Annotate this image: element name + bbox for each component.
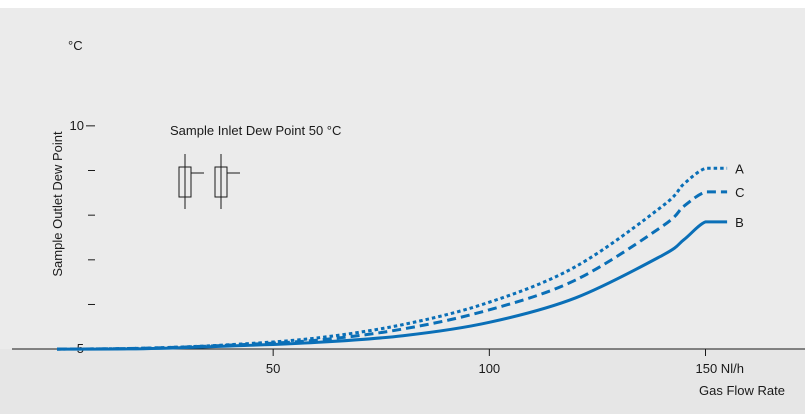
y-axis-unit-label: °C xyxy=(68,38,83,53)
series-layer: ACB xyxy=(56,161,745,351)
series-line-b xyxy=(56,220,728,351)
inlet-dew-point-annotation: Sample Inlet Dew Point 50 °C xyxy=(170,123,341,138)
x-tick-label: 50 xyxy=(266,361,280,376)
x-tick-label: 150 Nl/h xyxy=(696,361,744,376)
cooler-element-icon xyxy=(178,154,240,209)
series-label-b: B xyxy=(735,215,744,230)
plot-area-background xyxy=(0,8,805,349)
y-tick-label: 10 xyxy=(70,118,84,133)
x-axis-title: Gas Flow Rate xyxy=(699,383,785,398)
y-axis-title: Sample Outlet Dew Point xyxy=(50,131,65,277)
series-label-a: A xyxy=(735,161,744,176)
chart-svg: °C Sample Outlet Dew Point Gas Flow Rate… xyxy=(0,8,805,414)
x-axis-ticks: 50 100 150 Nl/h xyxy=(266,349,744,376)
series-label-c: C xyxy=(735,185,744,200)
x-axis-band-background xyxy=(0,349,805,414)
x-tick-label: 100 xyxy=(478,361,500,376)
